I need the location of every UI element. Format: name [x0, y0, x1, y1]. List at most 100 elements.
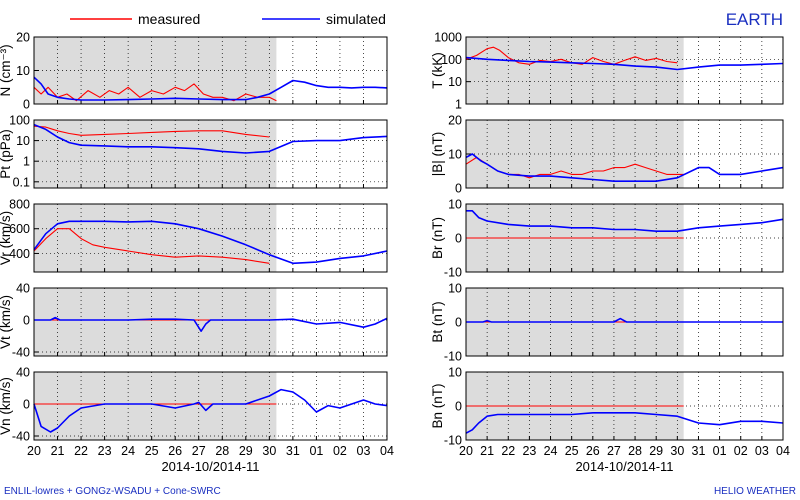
plot-frame-b [465, 119, 784, 189]
x-axis-label: 2014-10/2014-11 [575, 459, 673, 474]
ytick-label-0: 0 [455, 400, 462, 414]
xtick-label-02: 02 [734, 444, 748, 458]
ytick-label-600: 600 [9, 222, 30, 236]
xtick-label-24: 24 [544, 444, 558, 458]
ytick-label-10: -10 [444, 266, 462, 280]
simulated-series-t [465, 56, 784, 71]
panel-bt: 10 0 -10 Bt (nT) [430, 282, 784, 364]
plot-frame-t [465, 36, 784, 105]
xtick-label-23: 23 [98, 444, 112, 458]
panel-t: 1000 100 10 1 T (kK) [430, 31, 784, 112]
y-axis-label-vt: Vt (km/s) [0, 295, 13, 349]
y-axis-label-br: Br (nT) [430, 217, 445, 259]
y-axis-label-b: |B| (nT) [430, 132, 445, 177]
panel-pt: 100 10 1 0.1Pt (pPa) [0, 114, 388, 189]
simulated-series-pt [33, 123, 388, 154]
simulated-series-vr [33, 220, 388, 265]
xtick-label-30: 30 [262, 444, 276, 458]
footer-left-text: ENLIL-lowres + GONGz-WSADU + Cone-SWRC [4, 486, 221, 497]
x-axis-label: 2014-10/2014-11 [161, 459, 259, 474]
ytick-label-40: 40 [16, 282, 30, 296]
legend: measured simulated [70, 11, 386, 27]
simulated-series-bt [466, 317, 783, 323]
ytick-label-0: 0 [23, 314, 30, 328]
xtick-label-29: 29 [649, 444, 663, 458]
xtick-label-27: 27 [607, 444, 621, 458]
xtick-label-20: 20 [27, 444, 41, 458]
plot-frame-vn [33, 371, 388, 441]
plot-frame-bn [465, 371, 784, 441]
xtick-label-29: 29 [239, 444, 253, 458]
measured-period-shade [34, 120, 277, 188]
simulated-series-vt [34, 316, 388, 332]
legend-measured-label: measured [138, 11, 200, 27]
y-axis-label-bt: Bt (nT) [430, 301, 445, 342]
y-axis-label-bn: Bn (nT) [430, 383, 445, 428]
figure-title: EARTH [726, 10, 783, 29]
ytick-label-800: 800 [9, 198, 30, 212]
y-axis-label-vn: Vn (km/s) [0, 377, 13, 435]
simulated-series-bn [465, 412, 784, 434]
measured-series-t [465, 46, 678, 65]
ytick-label-0: 0 [455, 316, 462, 330]
plot-frame-bt [465, 287, 784, 357]
ytick-label-10: 10 [448, 198, 462, 212]
ytick-label-10: 10 [448, 148, 462, 162]
xtick-label-30: 30 [670, 444, 684, 458]
ytick-label-100: 100 [441, 53, 462, 67]
simulated-series-vn [33, 388, 388, 433]
xtick-label-25: 25 [565, 444, 579, 458]
ytick-label-10: -10 [444, 350, 462, 364]
xtick-label-28: 28 [215, 444, 229, 458]
xtick-label-23: 23 [522, 444, 536, 458]
xtick-label-04: 04 [776, 444, 790, 458]
ytick-label-1: 1 [23, 155, 30, 169]
y-axis-label-pt: Pt (pPa) [0, 129, 13, 179]
ytick-label-100: 100 [9, 114, 30, 128]
ytick-label-10: 10 [448, 366, 462, 380]
ytick-label-40: -40 [12, 346, 30, 360]
ytick-label-20: 20 [16, 31, 30, 45]
xtick-label-31: 31 [692, 444, 706, 458]
ytick-label-1000: 1000 [434, 31, 462, 45]
ytick-label-10: 10 [16, 134, 30, 148]
xtick-label-03: 03 [357, 444, 371, 458]
ytick-label-20: 20 [448, 114, 462, 128]
ytick-label-10: 10 [16, 64, 30, 78]
y-axis-label-vr: Vr (km/s) [0, 211, 13, 265]
panel-b: 20 10 0 |B| (nT) [430, 114, 784, 196]
legend-simulated-label: simulated [326, 11, 386, 27]
y-axis-label-n: N (cm⁻³) [0, 44, 13, 96]
measured-period-shade [34, 372, 277, 440]
xtick-label-28: 28 [628, 444, 642, 458]
xtick-label-26: 26 [586, 444, 600, 458]
ytick-label-10: -10 [444, 434, 462, 448]
xtick-label-27: 27 [192, 444, 206, 458]
simulated-series-n [33, 76, 388, 101]
xtick-label-25: 25 [145, 444, 159, 458]
simulated-series-br [466, 210, 784, 232]
measured-series-n [33, 83, 277, 102]
ytick-label-0: 0 [455, 182, 462, 196]
xtick-label-01: 01 [309, 444, 323, 458]
ytick-label-0: 0 [23, 398, 30, 412]
plot-frame-vt [33, 287, 388, 357]
measured-period-shade [34, 288, 277, 356]
plot-frame-pt [33, 119, 388, 189]
ytick-label-400: 400 [9, 247, 30, 261]
y-axis-label-t: T (kK) [430, 52, 445, 89]
xtick-label-21: 21 [480, 444, 494, 458]
measured-series-pt [33, 125, 270, 138]
xtick-label-24: 24 [121, 444, 135, 458]
xtick-label-02: 02 [333, 444, 347, 458]
xtick-label-03: 03 [755, 444, 769, 458]
plot-frame-n [33, 36, 388, 105]
ytick-label-1: 1 [455, 98, 462, 112]
xtick-label-20: 20 [459, 444, 473, 458]
xtick-label-26: 26 [168, 444, 182, 458]
